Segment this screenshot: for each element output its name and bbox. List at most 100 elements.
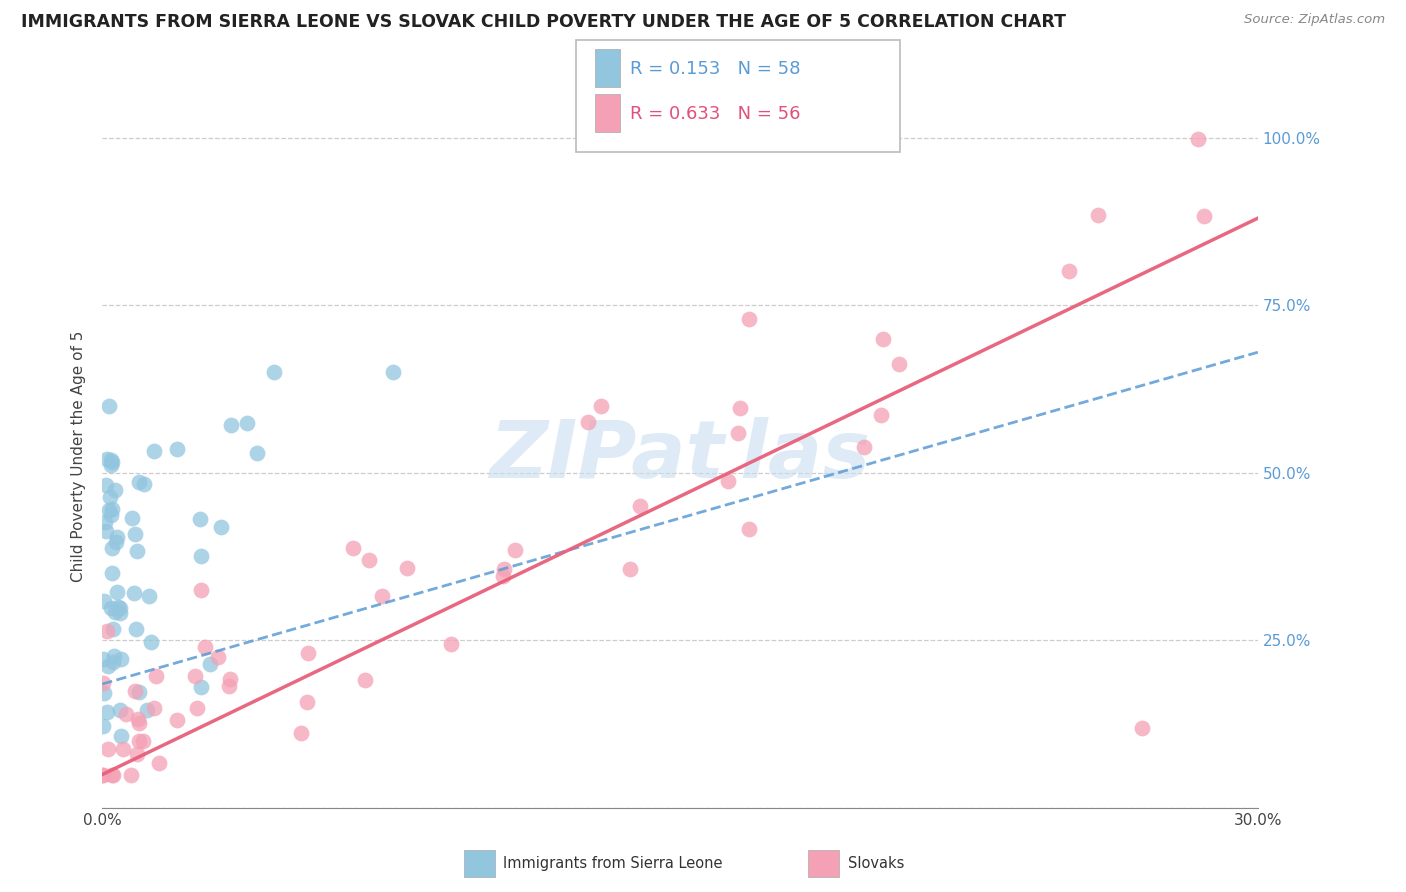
Point xyxy=(628,499,651,513)
Text: ZIPat las: ZIPat las xyxy=(489,417,870,495)
Point xyxy=(619,562,641,576)
Point xyxy=(190,549,212,564)
Point xyxy=(728,401,751,415)
Point xyxy=(295,695,318,709)
Point xyxy=(589,399,612,413)
Point xyxy=(121,511,143,525)
Y-axis label: Child Poverty Under the Age of 5: Child Poverty Under the Age of 5 xyxy=(72,330,86,582)
Point xyxy=(186,701,208,715)
Point xyxy=(737,312,759,326)
Point xyxy=(96,478,118,492)
Point xyxy=(97,742,120,756)
Point xyxy=(110,651,132,665)
Point xyxy=(166,713,188,727)
Point xyxy=(132,476,155,491)
Point xyxy=(371,590,394,604)
Text: R = 0.633   N = 56: R = 0.633 N = 56 xyxy=(630,105,800,123)
Text: Slovaks: Slovaks xyxy=(848,856,904,871)
Point xyxy=(440,637,463,651)
Point xyxy=(101,502,124,516)
Point xyxy=(381,365,404,379)
Point xyxy=(145,668,167,682)
Point xyxy=(576,415,599,429)
Point xyxy=(122,586,145,600)
Point xyxy=(132,733,155,747)
Point xyxy=(209,520,232,534)
Point xyxy=(101,655,124,669)
Point xyxy=(96,524,118,538)
Point xyxy=(207,650,229,665)
Point xyxy=(166,442,188,456)
Text: R = 0.153   N = 58: R = 0.153 N = 58 xyxy=(630,60,800,78)
Point xyxy=(100,541,122,555)
Point xyxy=(127,543,149,558)
Point xyxy=(110,729,132,743)
Point xyxy=(125,747,148,762)
Point xyxy=(93,767,115,781)
Point xyxy=(142,443,165,458)
Point xyxy=(188,512,211,526)
Text: Immigrants from Sierra Leone: Immigrants from Sierra Leone xyxy=(503,856,723,871)
Point xyxy=(93,594,115,608)
Point xyxy=(108,606,131,620)
Point xyxy=(111,742,134,756)
Point xyxy=(97,659,120,673)
Point xyxy=(200,657,222,671)
Point xyxy=(872,332,894,346)
Point xyxy=(98,490,121,504)
Point xyxy=(93,686,115,700)
Point xyxy=(101,767,124,781)
Point xyxy=(120,767,142,781)
Point xyxy=(870,409,893,423)
Point xyxy=(128,685,150,699)
Point xyxy=(107,599,129,614)
Point xyxy=(108,703,131,717)
Point xyxy=(190,582,212,597)
Point xyxy=(96,624,118,639)
Point xyxy=(101,622,124,636)
Point xyxy=(342,541,364,556)
Point xyxy=(125,622,148,636)
Point xyxy=(1057,264,1080,278)
Point xyxy=(100,458,122,472)
Point xyxy=(190,680,212,694)
Point xyxy=(96,705,118,719)
Point xyxy=(128,734,150,748)
Point xyxy=(138,589,160,603)
Point xyxy=(94,515,117,529)
Point xyxy=(105,584,128,599)
Point xyxy=(104,606,127,620)
Point xyxy=(218,678,240,692)
Point xyxy=(1130,721,1153,735)
Point xyxy=(96,452,118,467)
Point xyxy=(738,522,761,536)
Point xyxy=(492,569,515,583)
Point xyxy=(124,527,146,541)
Point xyxy=(359,553,381,567)
Point xyxy=(245,446,267,460)
Point xyxy=(101,566,124,581)
Point xyxy=(852,441,875,455)
Point xyxy=(101,767,124,781)
Point xyxy=(103,649,125,664)
Point xyxy=(128,475,150,490)
Text: Source: ZipAtlas.com: Source: ZipAtlas.com xyxy=(1244,13,1385,27)
Point xyxy=(218,673,240,687)
Point xyxy=(1192,209,1215,223)
Point xyxy=(297,646,319,660)
Point xyxy=(221,418,243,433)
Point xyxy=(395,561,418,575)
Point xyxy=(124,683,146,698)
Point xyxy=(105,529,128,543)
Point xyxy=(100,508,122,523)
Point xyxy=(717,475,740,489)
Point xyxy=(727,425,749,440)
Point xyxy=(91,675,114,690)
Text: IMMIGRANTS FROM SIERRA LEONE VS SLOVAK CHILD POVERTY UNDER THE AGE OF 5 CORRELAT: IMMIGRANTS FROM SIERRA LEONE VS SLOVAK C… xyxy=(21,13,1066,31)
Point xyxy=(135,703,157,717)
Point xyxy=(104,483,127,497)
Point xyxy=(91,652,114,666)
Point xyxy=(887,357,910,371)
Point xyxy=(108,601,131,615)
Point xyxy=(290,725,312,739)
